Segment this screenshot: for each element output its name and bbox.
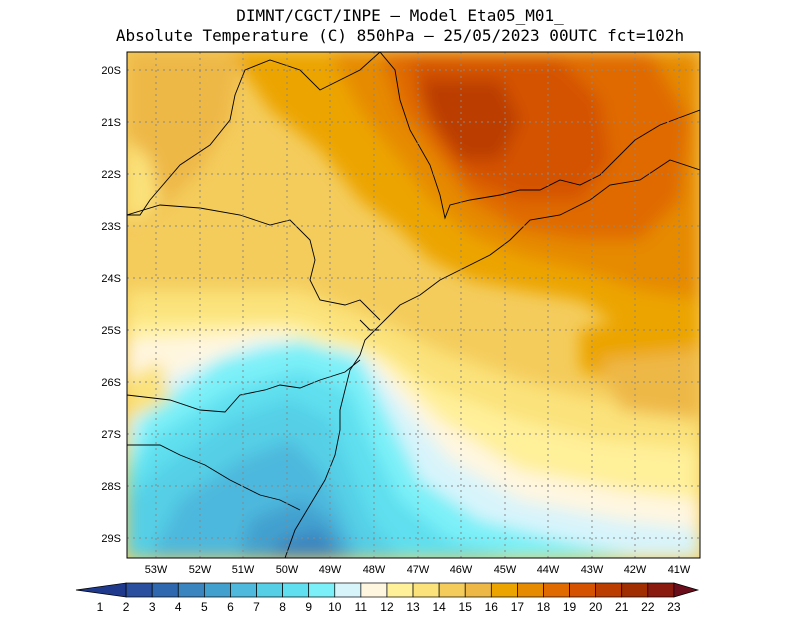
colorbar-label: 15 [459, 600, 473, 614]
colorbar-label: 12 [380, 600, 394, 614]
lon-label: 53W [145, 564, 168, 576]
colorbar-label: 21 [615, 600, 629, 614]
colorbar-swatch [256, 582, 283, 598]
colorbar-swatch [438, 582, 466, 598]
colorbar-label: 5 [201, 600, 208, 614]
colorbar-swatch [230, 582, 257, 598]
lat-label: 23S [101, 221, 121, 233]
lon-label: 49W [319, 564, 342, 576]
lon-label: 41W [668, 564, 691, 576]
colorbar-swatch [177, 582, 205, 598]
lon-label: 44W [537, 564, 560, 576]
lat-label: 25S [101, 325, 121, 337]
lat-label: 20S [101, 65, 121, 77]
colorbar-label: 8 [279, 600, 286, 614]
lon-label: 50W [276, 564, 299, 576]
colorbar-swatch [569, 582, 597, 598]
colorbar-swatch [647, 582, 675, 598]
colorbar-swatch [125, 582, 153, 598]
temperature-field [127, 52, 700, 558]
colorbar-label: 11 [355, 600, 368, 614]
colorbar-label: 1 [97, 600, 104, 614]
colorbar-swatch [621, 582, 649, 598]
coastline-borders [127, 52, 700, 558]
colorbar-swatch [75, 582, 127, 598]
colorbar-label: 17 [511, 600, 525, 614]
colorbar-swatch [490, 582, 518, 598]
colorbar-swatch [203, 582, 231, 598]
colorbar-swatch [334, 582, 362, 598]
colorbar-label: 10 [328, 600, 342, 614]
colorbar-label: 16 [485, 600, 499, 614]
lon-label: 45W [494, 564, 517, 576]
colorbar-label: 13 [406, 600, 420, 614]
lat-lon-grid [127, 52, 700, 558]
colorbar-label: 2 [123, 600, 130, 614]
lon-labels: 53W 52W 51W 50W 49W 48W 47W 46W 45W 44W … [145, 564, 691, 576]
map-frame [126, 51, 701, 559]
colorbar-label: 6 [227, 600, 234, 614]
colorbar-label: 19 [563, 600, 577, 614]
lat-label: 26S [101, 377, 121, 389]
colorbar-swatch [151, 582, 179, 598]
colorbar-label: 23 [667, 600, 681, 614]
colorbar-swatch [517, 582, 544, 598]
colorbar-swatch [282, 582, 310, 598]
lon-label: 52W [189, 564, 212, 576]
colorbar: 1 2 3 4 5 6 7 8 9 10 11 12 13 14 15 16 17 18 19 20 21 22 23 [75, 582, 700, 614]
colorbar-swatch [360, 582, 388, 598]
colorbar-label: 20 [589, 600, 603, 614]
lon-label: 42W [624, 564, 647, 576]
colorbar-label: 4 [175, 600, 182, 614]
colorbar-swatch [412, 582, 440, 598]
lat-label: 21S [101, 117, 121, 129]
lat-label: 24S [101, 273, 121, 285]
lat-label: 22S [101, 169, 121, 181]
colorbar-label: 9 [305, 600, 312, 614]
colorbar-label: 7 [253, 600, 260, 614]
lon-label: 47W [407, 564, 430, 576]
lat-labels: 20S 21S 22S 23S 24S 25S 26S 27S 28S 29S [101, 65, 121, 545]
lat-label: 28S [101, 481, 121, 493]
colorbar-label: 3 [149, 600, 156, 614]
lon-label: 46W [450, 564, 473, 576]
title-line-1: DIMNT/CGCT/INPE – Model Eta05_M01_ [236, 6, 564, 25]
lat-label: 29S [101, 533, 121, 545]
colorbar-swatch [464, 582, 492, 598]
colorbar-swatch [308, 582, 336, 598]
lat-label: 27S [101, 429, 121, 441]
colorbar-label: 22 [641, 600, 655, 614]
lon-label: 51W [232, 564, 255, 576]
colorbar-swatch [595, 582, 623, 598]
colorbar-swatch [543, 582, 570, 598]
colorbar-swatch [386, 582, 414, 598]
lon-label: 43W [581, 564, 604, 576]
title-line-2: Absolute Temperature (C) 850hPa – 25/05/… [115, 26, 685, 45]
lon-label: 48W [363, 564, 386, 576]
colorbar-label: 14 [432, 600, 446, 614]
colorbar-swatch [673, 582, 700, 598]
colorbar-label: 18 [537, 600, 551, 614]
